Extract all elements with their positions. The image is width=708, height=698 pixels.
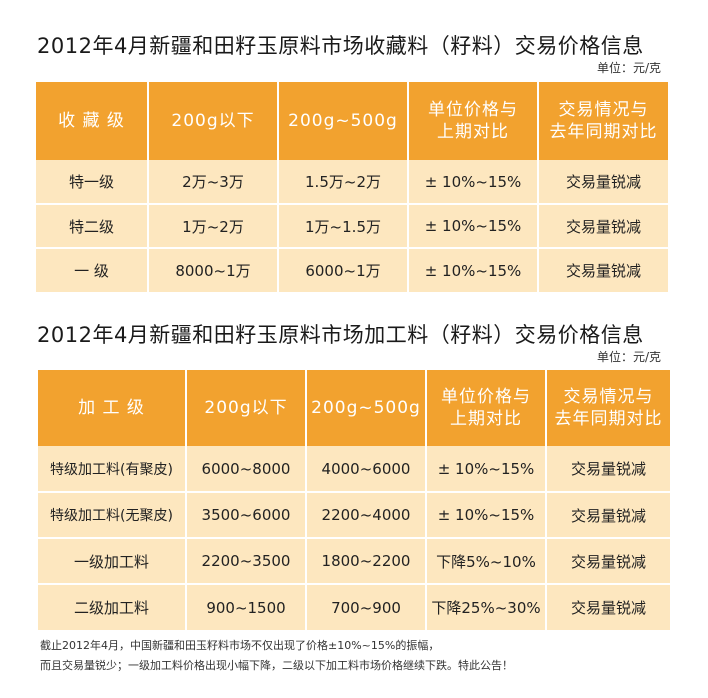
section1-title: 2012年4月新疆和田籽玉原料市场收藏料（籽料）交易价格信息 [37,34,644,58]
cell-trade-status: 交易量锐减 [546,446,670,493]
header-trade-vs-last-year: 交易情况与 去年同期对比 [538,82,668,160]
cell-200g-500g: 2200~4000 [306,492,427,539]
footnote-line-1: 截止2012年4月，中国新疆和田玉籽料市场不仅出现了价格±10%~15%的振幅， [40,639,440,652]
header-under-200g: 200g以下 [148,82,279,160]
cell-under-200g: 1万~2万 [148,204,279,249]
header-trade-vs-last-year: 交易情况与 去年同期对比 [546,370,670,446]
cell-under-200g: 900~1500 [186,584,307,630]
table-row: 二级加工料 900~1500 700~900 下降25%~30% 交易量锐减 [38,584,670,630]
cell-grade: 特级加工料(有聚皮) [38,446,187,493]
cell-price-change: 下降5%~10% [426,538,547,585]
cell-200g-500g: 6000~1万 [278,248,409,292]
cell-price-change: ± 10%~15% [408,160,539,205]
table-row: 特二级 1万~2万 1万~1.5万 ± 10%~15% 交易量锐减 [36,204,668,249]
table-row: 一 级 8000~1万 6000~1万 ± 10%~15% 交易量锐减 [36,248,668,292]
cell-under-200g: 8000~1万 [148,248,279,292]
cell-200g-500g: 1万~1.5万 [278,204,409,249]
cell-under-200g: 6000~8000 [186,446,307,493]
cell-price-change: 下降25%~30% [426,584,547,630]
cell-under-200g: 2200~3500 [186,538,307,585]
processing-price-table: 加 工 级 200g以下 200g~500g 单位价格与 上期对比 交易情况与 … [38,370,670,630]
cell-200g-500g: 700~900 [306,584,427,630]
cell-trade-status: 交易量锐减 [538,248,668,292]
cell-trade-status: 交易量锐减 [546,538,670,585]
cell-under-200g: 2万~3万 [148,160,279,205]
header-200g-500g: 200g~500g [278,82,409,160]
header-grade: 收 藏 级 [36,82,149,160]
cell-price-change: ± 10%~15% [426,446,547,493]
cell-grade: 二级加工料 [38,584,187,630]
cell-grade: 特级加工料(无聚皮) [38,492,187,539]
header-price-vs-last: 单位价格与 上期对比 [426,370,547,446]
cell-200g-500g: 1800~2200 [306,538,427,585]
section2-title: 2012年4月新疆和田籽玉原料市场加工料（籽料）交易价格信息 [37,323,644,347]
section2-unit: 单位：元/克 [597,350,662,364]
table-header-row: 加 工 级 200g以下 200g~500g 单位价格与 上期对比 交易情况与 … [38,370,670,446]
header-grade: 加 工 级 [38,370,187,446]
cell-200g-500g: 1.5万~2万 [278,160,409,205]
table-row: 一级加工料 2200~3500 1800~2200 下降5%~10% 交易量锐减 [38,538,670,585]
cell-grade: 一 级 [36,248,149,292]
table-row: 特级加工料(有聚皮) 6000~8000 4000~6000 ± 10%~15%… [38,446,670,493]
cell-under-200g: 3500~6000 [186,492,307,539]
header-200g-500g: 200g~500g [306,370,427,446]
cell-trade-status: 交易量锐减 [538,160,668,205]
table-header-row: 收 藏 级 200g以下 200g~500g 单位价格与 上期对比 交易情况与 … [36,82,668,160]
header-under-200g: 200g以下 [186,370,307,446]
cell-trade-status: 交易量锐减 [538,204,668,249]
section1-unit: 单位：元/克 [597,61,662,75]
footnote-line-2: 而且交易量锐少；一级加工料价格出现小幅下降，二级以下加工料市场价格继续下跌。特此… [40,659,513,672]
table-row: 特级加工料(无聚皮) 3500~6000 2200~4000 ± 10%~15%… [38,492,670,539]
cell-grade: 特一级 [36,160,149,205]
cell-trade-status: 交易量锐减 [546,492,670,539]
collection-price-table: 收 藏 级 200g以下 200g~500g 单位价格与 上期对比 交易情况与 … [36,82,668,292]
cell-grade: 一级加工料 [38,538,187,585]
cell-price-change: ± 10%~15% [426,492,547,539]
cell-price-change: ± 10%~15% [408,248,539,292]
cell-grade: 特二级 [36,204,149,249]
cell-trade-status: 交易量锐减 [546,584,670,630]
header-price-vs-last: 单位价格与 上期对比 [408,82,539,160]
cell-price-change: ± 10%~15% [408,204,539,249]
cell-200g-500g: 4000~6000 [306,446,427,493]
table-row: 特一级 2万~3万 1.5万~2万 ± 10%~15% 交易量锐减 [36,160,668,205]
